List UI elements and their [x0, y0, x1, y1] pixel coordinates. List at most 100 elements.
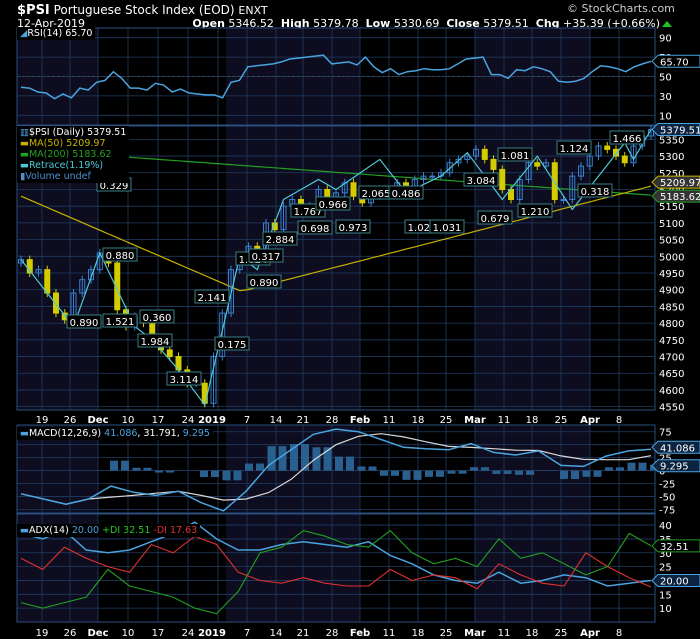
svg-text:0.318: 0.318	[581, 187, 610, 198]
svg-text:18: 18	[526, 628, 539, 639]
svg-text:4750: 4750	[659, 336, 684, 347]
svg-text:25: 25	[440, 415, 453, 426]
svg-text:3.114: 3.114	[170, 375, 199, 386]
svg-text:11: 11	[498, 415, 511, 426]
svg-text:2.884: 2.884	[266, 235, 295, 246]
svg-text:-50: -50	[659, 492, 675, 503]
svg-text:41.086: 41.086	[660, 443, 695, 454]
svg-text:24: 24	[182, 415, 195, 426]
index-name: Portuguese Stock Index (EOD)	[53, 3, 235, 17]
open-value: 5346.52	[228, 17, 274, 30]
svg-text:90: 90	[659, 34, 672, 45]
svg-text:28: 28	[326, 628, 339, 639]
svg-text:4550: 4550	[659, 403, 684, 414]
svg-text:1.521: 1.521	[106, 317, 135, 328]
svg-text:9.295: 9.295	[660, 462, 689, 473]
svg-text:5300: 5300	[659, 152, 684, 163]
svg-text:1.466: 1.466	[613, 134, 642, 145]
retrace-line-icon: ▬	[20, 160, 29, 171]
svg-text:25: 25	[555, 628, 568, 639]
svg-text:1.026: 1.026	[408, 223, 437, 234]
svg-text:17: 17	[152, 628, 165, 639]
svg-text:-75: -75	[659, 505, 675, 516]
ohlc-summary: Open 5346.52 High 5379.78 Low 5330.69 Cl…	[192, 17, 660, 30]
svg-text:18: 18	[526, 415, 539, 426]
price-legend: ▥$PSI (Daily) 5379.51 ▬MA(50) 5209.97 ▬M…	[17, 126, 130, 183]
svg-text:5379.51: 5379.51	[660, 126, 700, 137]
svg-text:40: 40	[659, 521, 672, 532]
svg-text:0.698: 0.698	[301, 224, 330, 235]
svg-text:4900: 4900	[659, 286, 684, 297]
svg-text:5050: 5050	[659, 236, 684, 247]
chart-title: $PSI Portuguese Stock Index (EOD) ENXT	[17, 3, 268, 18]
svg-text:4650: 4650	[659, 369, 684, 380]
svg-text:0.360: 0.360	[143, 313, 172, 324]
svg-text:2019: 2019	[198, 415, 226, 426]
svg-text:5100: 5100	[659, 219, 684, 230]
svg-text:4800: 4800	[659, 319, 684, 330]
svg-text:-25: -25	[659, 479, 675, 490]
svg-text:0.175: 0.175	[218, 340, 247, 351]
svg-text:2.141: 2.141	[198, 293, 227, 304]
svg-text:18: 18	[412, 415, 425, 426]
svg-text:25: 25	[659, 454, 672, 465]
chart-date: 12-Apr-2019	[17, 17, 86, 30]
svg-text:Apr: Apr	[580, 628, 600, 639]
svg-text:1.081: 1.081	[501, 151, 530, 162]
up-arrow-icon	[662, 21, 672, 27]
svg-text:5250: 5250	[659, 169, 684, 180]
svg-text:0.890: 0.890	[70, 318, 99, 329]
svg-text:7: 7	[244, 415, 250, 426]
svg-text:28: 28	[326, 415, 339, 426]
svg-text:11: 11	[498, 628, 511, 639]
close-value: 5379.51	[483, 17, 529, 30]
exchange: ENXT	[238, 4, 268, 17]
svg-text:14: 14	[270, 628, 283, 639]
svg-text:10: 10	[122, 415, 135, 426]
svg-text:2.065: 2.065	[362, 189, 391, 200]
svg-text:1.031: 1.031	[433, 223, 462, 234]
svg-text:32.51: 32.51	[660, 542, 689, 553]
svg-text:4700: 4700	[659, 353, 684, 364]
svg-text:11: 11	[383, 415, 396, 426]
svg-text:0.973: 0.973	[339, 223, 368, 234]
chg-label: Chg	[535, 17, 560, 30]
svg-text:3.084: 3.084	[467, 176, 496, 187]
symbol: $PSI	[17, 3, 50, 18]
svg-text:25: 25	[555, 415, 568, 426]
svg-text:0.329: 0.329	[100, 181, 129, 192]
svg-text:0.966: 0.966	[319, 200, 348, 211]
svg-text:50: 50	[659, 73, 672, 84]
svg-text:Feb: Feb	[350, 628, 370, 639]
svg-text:15: 15	[659, 590, 672, 601]
svg-text:8: 8	[616, 415, 622, 426]
svg-text:4950: 4950	[659, 269, 684, 280]
svg-text:4850: 4850	[659, 302, 684, 313]
candle-icon: ▥	[20, 127, 29, 138]
svg-text:8: 8	[616, 628, 622, 639]
svg-text:7: 7	[244, 628, 250, 639]
svg-text:19: 19	[36, 628, 49, 639]
svg-text:Apr: Apr	[580, 415, 600, 426]
svg-text:25: 25	[440, 628, 453, 639]
rsi-icon: ◢	[20, 28, 28, 39]
svg-text:4600: 4600	[659, 386, 684, 397]
svg-text:0.317: 0.317	[252, 252, 281, 263]
high-label: High	[280, 17, 310, 30]
svg-text:5350: 5350	[659, 135, 684, 146]
macd-legend: ▬MACD(12,26,9) 41.086, 31.791, 9.295	[17, 427, 213, 440]
svg-text:1.210: 1.210	[521, 207, 550, 218]
chg-value: +35.39 (+0.66%)	[563, 17, 660, 30]
svg-text:1.767: 1.767	[294, 207, 323, 218]
ma50-line-icon: ▬	[20, 138, 29, 149]
svg-text:1.124: 1.124	[560, 144, 589, 155]
svg-text:0.880: 0.880	[106, 251, 135, 262]
svg-text:26: 26	[64, 628, 77, 639]
ma200-line-icon: ▬	[20, 149, 29, 160]
svg-text:19: 19	[36, 415, 49, 426]
svg-text:25: 25	[659, 563, 672, 574]
svg-text:0.486: 0.486	[392, 189, 421, 200]
svg-text:18: 18	[412, 628, 425, 639]
svg-text:30: 30	[659, 92, 672, 103]
